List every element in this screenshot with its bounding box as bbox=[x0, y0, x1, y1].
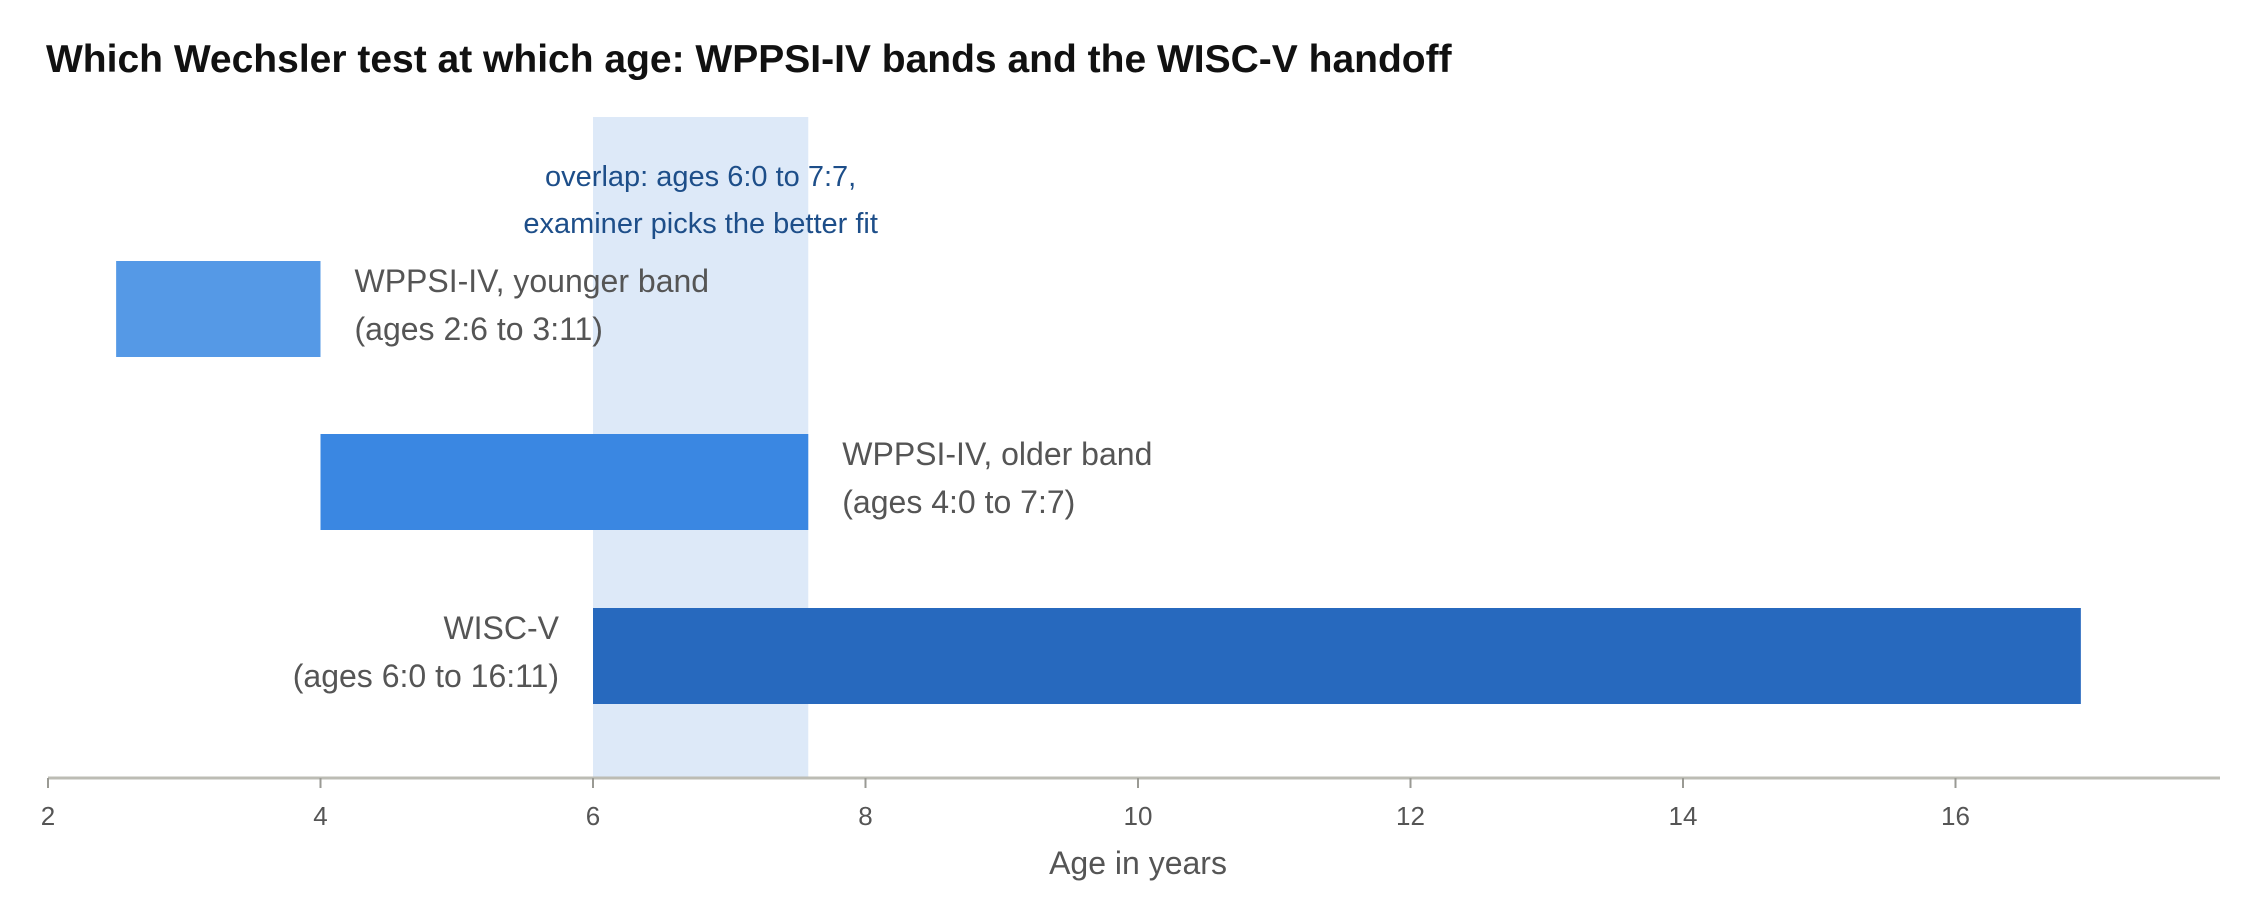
bars-layer bbox=[116, 261, 2081, 704]
bar-label-1-line1: WPPSI-IV, older band bbox=[842, 436, 1152, 472]
x-tick-label: 4 bbox=[313, 801, 327, 831]
bar-label-2-line2: (ages 6:0 to 16:11) bbox=[293, 658, 559, 694]
x-tick-label: 16 bbox=[1941, 801, 1970, 831]
x-tick-label: 12 bbox=[1396, 801, 1425, 831]
bar-label-0-line1: WPPSI-IV, younger band bbox=[355, 263, 710, 299]
bar-label-2-line1: WISC-V bbox=[443, 610, 559, 646]
x-tick-label: 14 bbox=[1669, 801, 1698, 831]
bar-0 bbox=[116, 261, 321, 357]
x-tick-label: 8 bbox=[858, 801, 872, 831]
x-axis-title: Age in years bbox=[1049, 845, 1227, 881]
bar-label-1-line2: (ages 4:0 to 7:7) bbox=[842, 484, 1075, 520]
x-axis: 2 4 6 8 10 12 14 16 Age in years bbox=[41, 776, 2220, 881]
x-tick-label: 10 bbox=[1124, 801, 1153, 831]
bar-2 bbox=[593, 608, 2081, 704]
x-tick-label: 6 bbox=[586, 801, 600, 831]
labels-layer: WPPSI-IV, younger band (ages 2:6 to 3:11)… bbox=[293, 263, 1153, 694]
chart-title: Which Wechsler test at which age: WPPSI-… bbox=[46, 38, 1452, 81]
overlap-label-line1: overlap: ages 6:0 to 7:7, bbox=[545, 161, 856, 193]
bar-label-0-line2: (ages 2:6 to 3:11) bbox=[355, 311, 603, 347]
x-tick-label: 2 bbox=[41, 801, 55, 831]
overlap-label-line2: examiner picks the better fit bbox=[523, 208, 878, 240]
bar-1 bbox=[320, 434, 809, 530]
